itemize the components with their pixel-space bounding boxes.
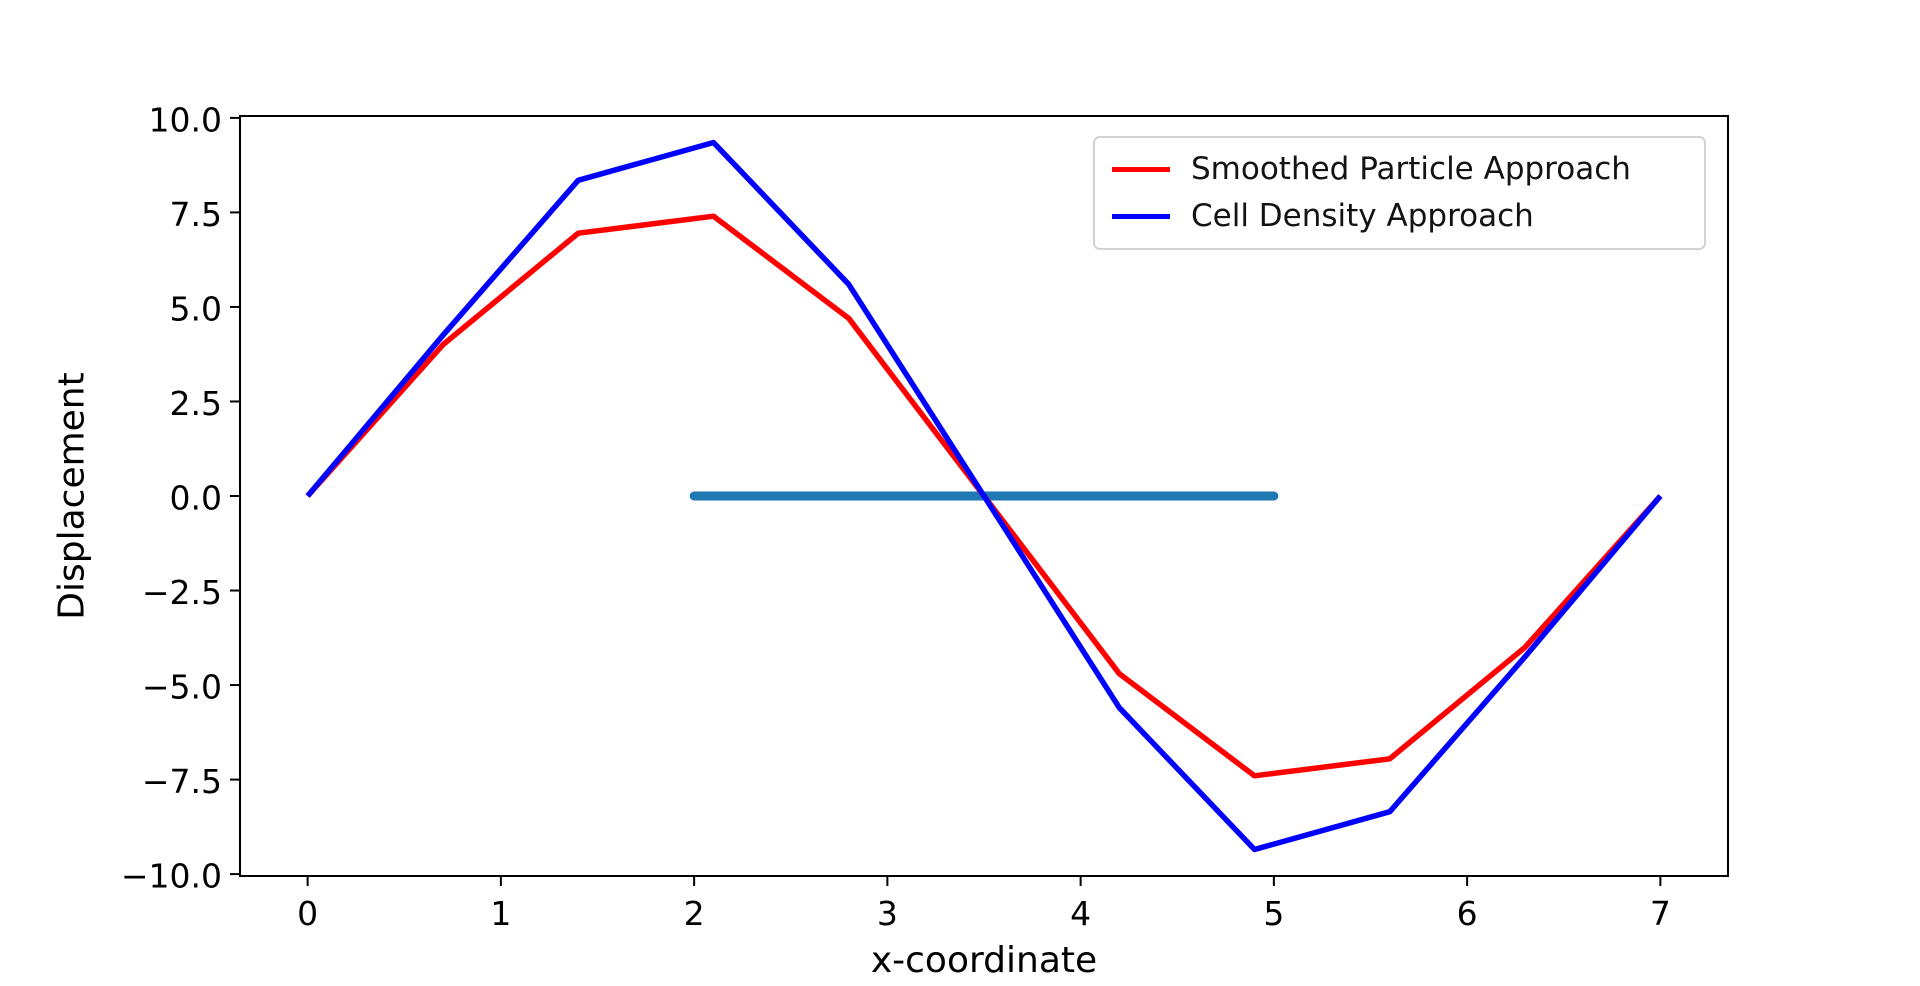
y-tick-label: 2.5 bbox=[170, 384, 222, 423]
y-tick-label: 7.5 bbox=[170, 195, 222, 234]
y-tick-label: 0.0 bbox=[170, 479, 222, 518]
x-tick-label: 1 bbox=[490, 894, 511, 933]
x-tick-label: 5 bbox=[1263, 894, 1284, 933]
legend-line-sample-red-icon bbox=[1112, 167, 1170, 172]
series-line-cell-density-approach bbox=[305, 139, 1663, 853]
x-tick-label: 2 bbox=[684, 894, 705, 933]
y-tick-label: −5.0 bbox=[142, 668, 222, 707]
x-tick-label: 6 bbox=[1457, 894, 1478, 933]
legend-label: Smoothed Particle Approach bbox=[1191, 151, 1631, 187]
legend-label: Cell Density Approach bbox=[1191, 198, 1534, 234]
legend-entry: Cell Density Approach bbox=[1095, 201, 1704, 232]
x-tick-label: 7 bbox=[1650, 894, 1671, 933]
x-axis-label: x-coordinate bbox=[870, 940, 1098, 981]
y-axis-label: Displacement bbox=[51, 372, 93, 620]
x-tick-label: 3 bbox=[877, 894, 898, 933]
y-tick-label: −10.0 bbox=[121, 857, 222, 896]
plot-border bbox=[239, 115, 1729, 877]
x-tick-label: 0 bbox=[297, 894, 318, 933]
legend-line-sample-blue-icon bbox=[1112, 214, 1170, 219]
legend-entry: Smoothed Particle Approach bbox=[1095, 154, 1704, 185]
y-tick-label: −2.5 bbox=[142, 573, 222, 612]
y-tick-label: −7.5 bbox=[142, 762, 222, 801]
legend: Smoothed Particle Approach Cell Density … bbox=[1093, 136, 1706, 250]
y-tick-label: 10.0 bbox=[149, 100, 222, 139]
y-tick-label: 5.0 bbox=[170, 289, 222, 328]
x-tick-label: 4 bbox=[1070, 894, 1091, 933]
